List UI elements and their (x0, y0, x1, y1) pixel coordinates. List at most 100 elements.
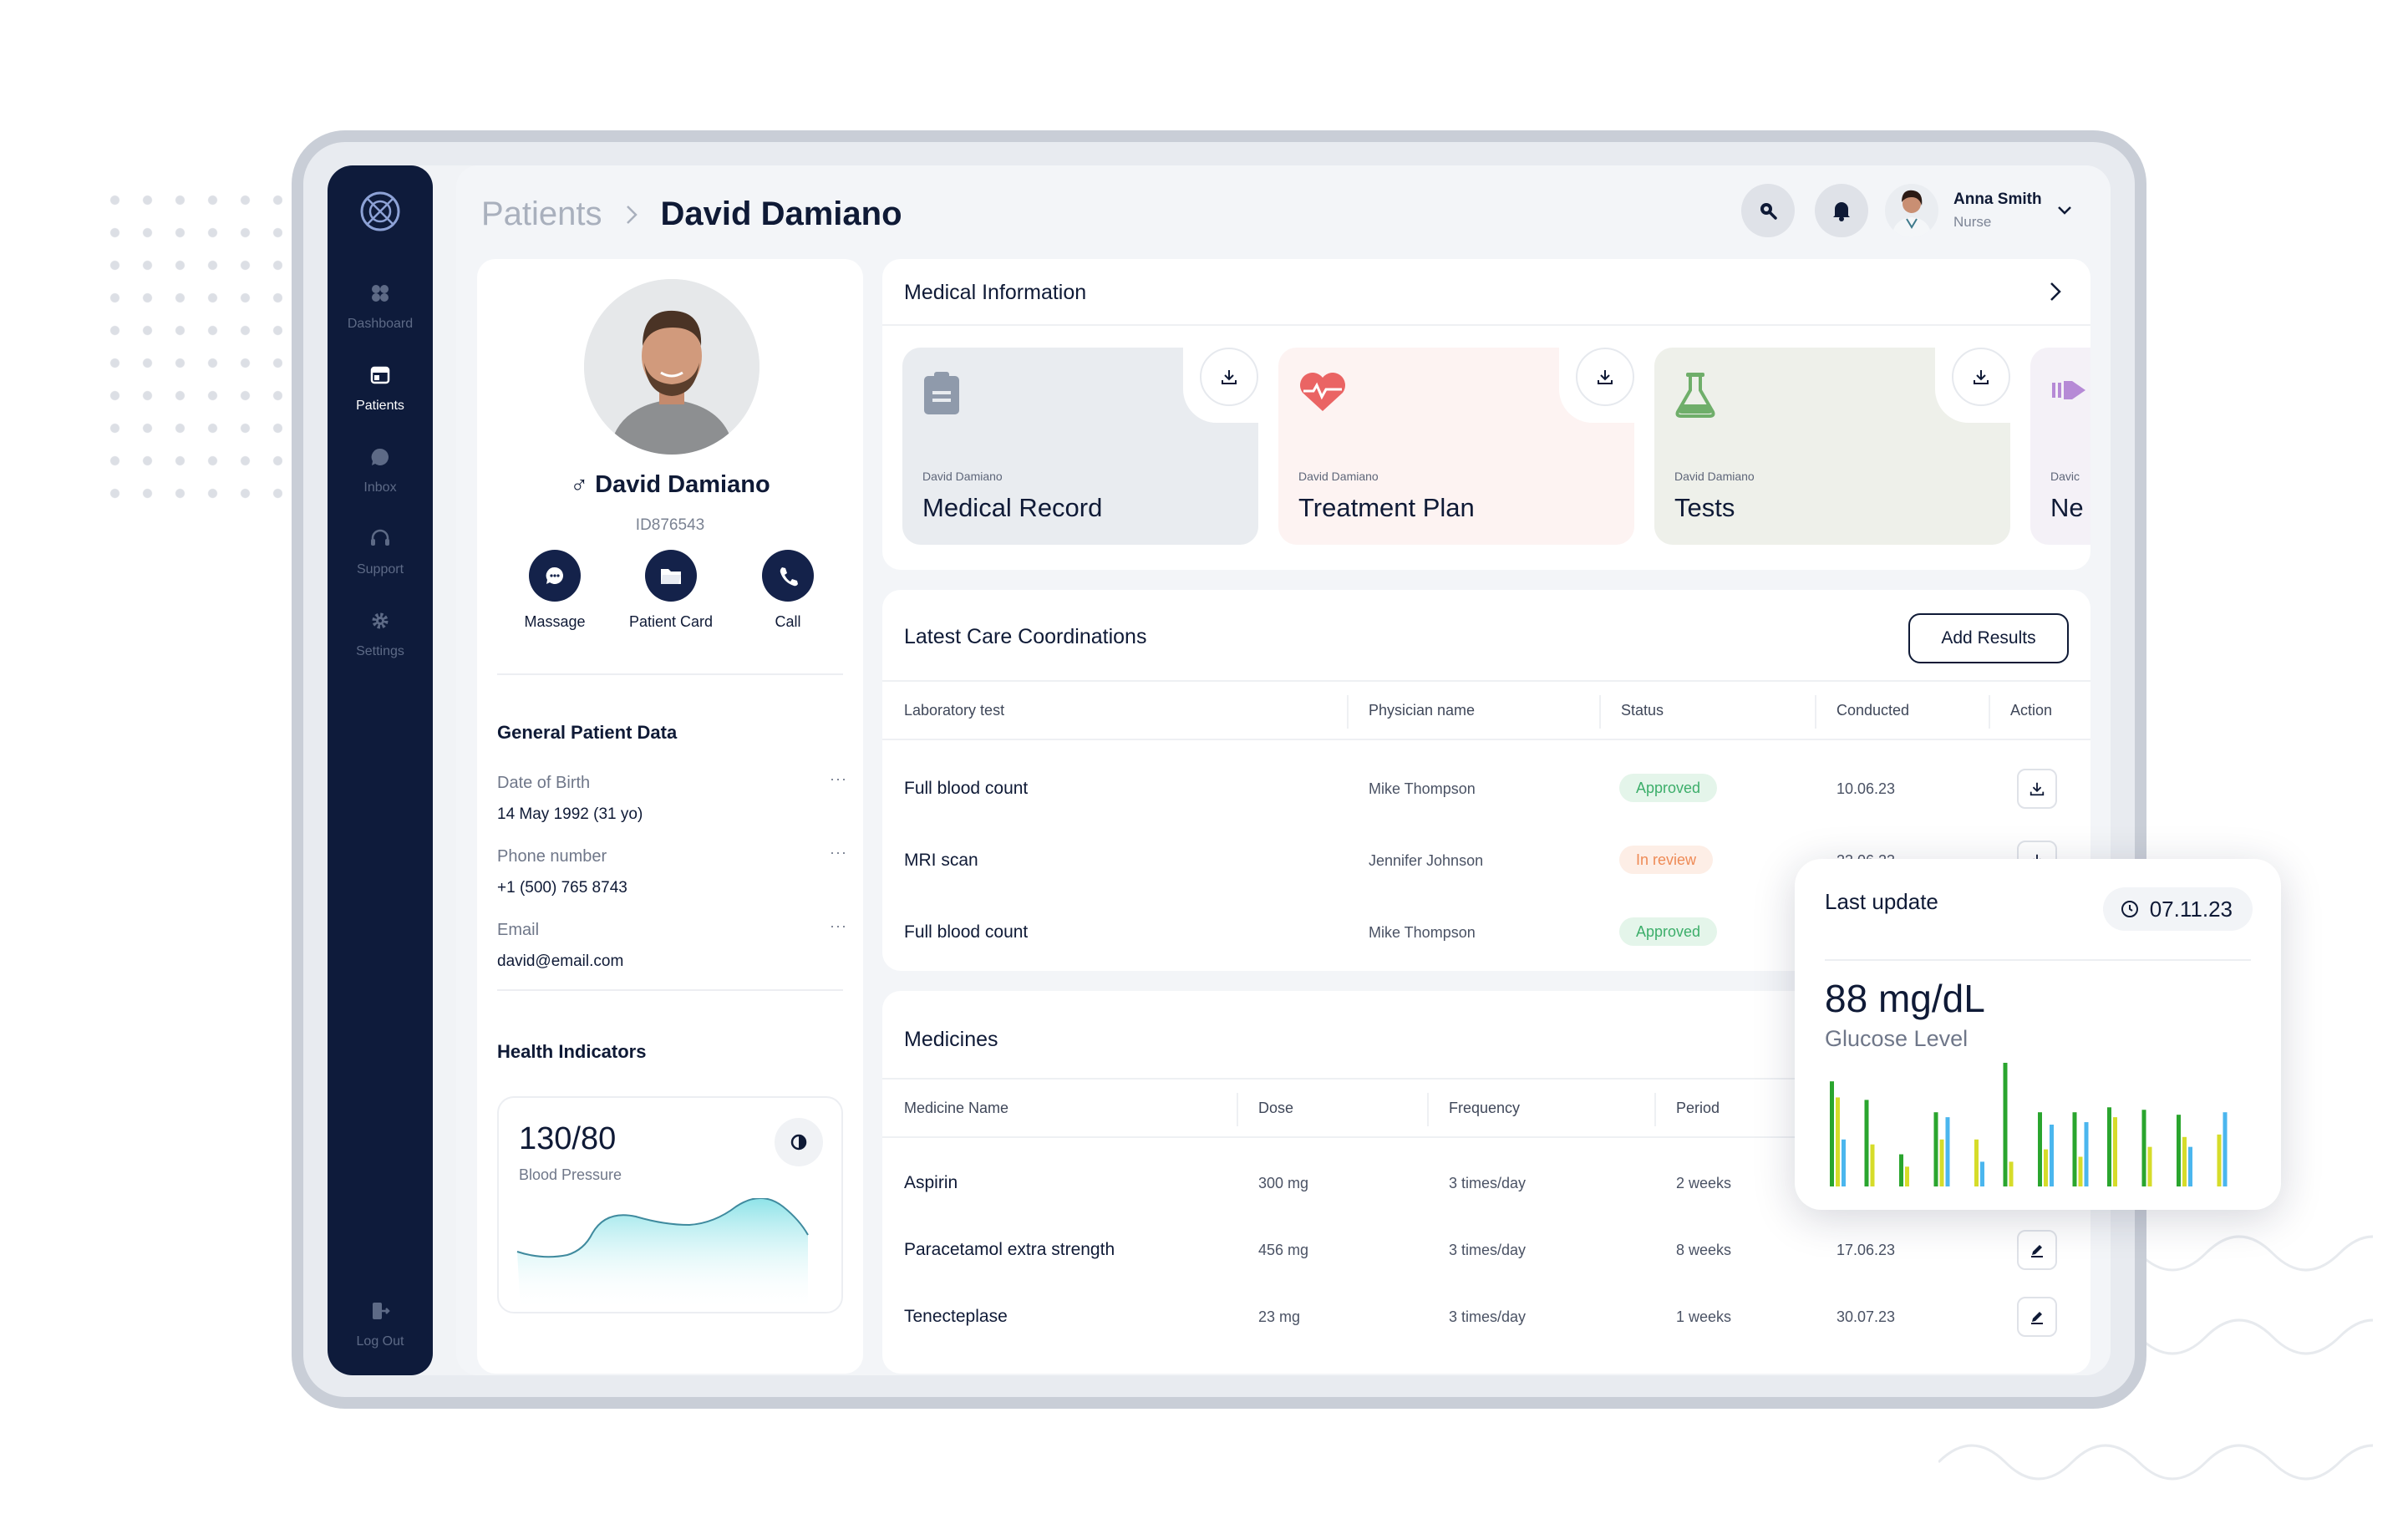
col-header[interactable]: Dose (1258, 1100, 1294, 1116)
glucose-bar (2223, 1112, 2228, 1186)
glucose-bar (2009, 1161, 2014, 1186)
col-divider (1654, 1093, 1656, 1126)
chat-bubble-icon (546, 566, 563, 584)
download-icon (1974, 370, 1989, 384)
patient-profile-card: ♂ David Damiano ID876543 Massage Patient… (477, 259, 863, 1374)
user-menu[interactable]: Anna Smith Nurse (1885, 184, 2072, 237)
col-header[interactable]: Laboratory test (904, 702, 1005, 719)
tile-treatment-plan[interactable]: David Damiano Treatment Plan (1278, 346, 1636, 545)
app-logo-icon[interactable] (359, 191, 401, 232)
glucose-bar-chart (1830, 1063, 2228, 1186)
phone-label: Phone number (497, 847, 607, 866)
glucose-bar (1980, 1161, 1984, 1186)
medicine-dose: 456 mg (1258, 1242, 1309, 1258)
email-menu-icon[interactable]: ··· (830, 917, 847, 934)
medicine-name: Tenecteplase (904, 1307, 1008, 1326)
status-badge: Approved (1619, 774, 1718, 802)
glucose-bar (2084, 1122, 2089, 1186)
tile-name: Medical Record (922, 493, 1103, 522)
phone-icon (780, 567, 798, 587)
email-label: Email (497, 921, 540, 939)
health-indicators-title: Health Indicators (497, 1041, 647, 1062)
col-header[interactable]: Frequency (1449, 1100, 1521, 1116)
megaphone-icon (2052, 381, 2085, 399)
chevron-down-icon (2057, 206, 2071, 215)
page-title: David Damiano (660, 196, 902, 232)
breadcrumb-root[interactable]: Patients (481, 196, 602, 232)
notifications-button[interactable] (1815, 184, 1868, 237)
message-button[interactable]: Massage (505, 550, 605, 631)
test-name: Full blood count (904, 779, 1029, 798)
chevron-right-icon[interactable] (2049, 281, 2062, 302)
sidebar-item-support[interactable]: Support (328, 528, 433, 577)
folder-icon (661, 569, 681, 584)
medicine-frequency: 3 times/day (1449, 1308, 1527, 1325)
col-divider (1237, 1093, 1238, 1126)
patient-card-label: Patient Card (628, 613, 714, 630)
avatar (1885, 184, 1938, 237)
medical-info-title: Medical Information (904, 281, 1087, 304)
headset-icon (371, 529, 389, 546)
add-results-button[interactable]: Add Results (1908, 613, 2069, 663)
dot-pattern (99, 184, 282, 501)
glucose-bar (1870, 1144, 1875, 1186)
call-label: Call (775, 613, 801, 630)
clipboard-icon (924, 372, 959, 414)
contrast-icon[interactable] (775, 1118, 823, 1166)
glucose-value: 88 mg/dL (1825, 977, 1985, 1020)
medicine-date: 17.06.23 (1836, 1242, 1896, 1258)
medicine-period: 2 weeks (1676, 1175, 1732, 1191)
search-button[interactable] (1741, 184, 1795, 237)
tile-tests[interactable]: David Damiano Tests (1654, 346, 2012, 545)
edit-button[interactable] (2017, 1230, 2057, 1270)
medicine-period: 1 weeks (1676, 1308, 1732, 1325)
dob-label: Date of Birth (497, 774, 591, 792)
col-divider (1427, 1093, 1429, 1126)
phone-menu-icon[interactable]: ··· (830, 844, 847, 861)
pencil-icon (2031, 1312, 2043, 1324)
glucose-bar (2050, 1125, 2054, 1186)
download-button[interactable] (1952, 348, 2010, 406)
col-header[interactable]: Period (1676, 1100, 1720, 1116)
bp-sparkline (516, 1198, 809, 1307)
tile-medical-record[interactable]: David Damiano Medical Record (902, 346, 1260, 545)
sidebar-item-settings[interactable]: Settings (328, 610, 433, 659)
glucose-bar (1905, 1166, 1909, 1186)
col-divider (1347, 695, 1349, 729)
medicine-dose: 300 mg (1258, 1175, 1309, 1191)
breadcrumb: Patients David Damiano (481, 196, 902, 233)
medicine-frequency: 3 times/day (1449, 1175, 1527, 1191)
col-header[interactable]: Action (2010, 702, 2053, 719)
sidebar-item-inbox[interactable]: Inbox (328, 446, 433, 495)
glucose-bar (1933, 1112, 1938, 1186)
edit-button[interactable] (2017, 1297, 2057, 1337)
patient-card-button[interactable]: Patient Card (621, 550, 721, 631)
dob-menu-icon[interactable]: ··· (830, 770, 847, 787)
patients-icon (370, 366, 390, 384)
download-button[interactable] (1200, 348, 1258, 406)
col-header[interactable]: Conducted (1836, 702, 1910, 719)
heart-pulse-icon (1300, 373, 1345, 411)
physician-name: Mike Thompson (1369, 924, 1476, 941)
sidebar-item-patients[interactable]: Patients (328, 364, 433, 414)
glucose-bar (1842, 1139, 1846, 1186)
logout-label: Log Out (356, 1334, 404, 1349)
sidebar-item-dashboard[interactable]: Dashboard (328, 282, 433, 332)
tile-owner: David Damiano (1298, 470, 1379, 483)
glucose-bar (2217, 1134, 2222, 1186)
medicine-period: 8 weeks (1676, 1242, 1732, 1258)
glucose-bar (2188, 1146, 2192, 1186)
glucose-bar (2044, 1149, 2048, 1186)
download-button[interactable] (1576, 348, 1634, 406)
col-header[interactable]: Medicine Name (904, 1100, 1009, 1116)
col-header[interactable]: Status (1621, 702, 1664, 719)
col-header[interactable]: Physician name (1369, 702, 1476, 719)
blood-pressure-card[interactable]: 130/80 Blood Pressure (497, 1096, 843, 1313)
tile-owner: Davic (2050, 470, 2080, 483)
tile-partial[interactable]: Davic Ne (2030, 348, 2090, 545)
download-button[interactable] (2017, 769, 2057, 809)
bp-value: 130/80 (519, 1121, 617, 1156)
call-button[interactable]: Call (738, 550, 838, 631)
logout-button[interactable]: Log Out (328, 1300, 433, 1349)
glucose-popup[interactable]: Last update 07.11.23 88 mg/dL Glucose Le… (1795, 859, 2281, 1210)
